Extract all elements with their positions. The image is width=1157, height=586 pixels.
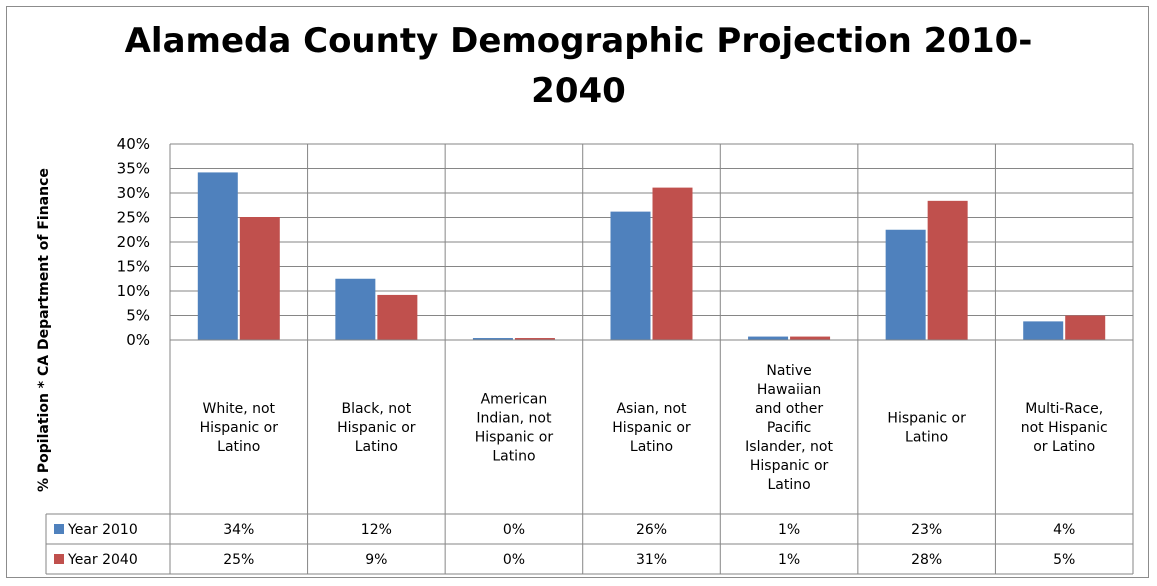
data-table-value: 28% [911,552,942,568]
category-label: Multi-Race, [1025,401,1103,417]
data-table-value: 9% [365,552,387,568]
category-label: Hispanic or [612,420,691,436]
y-tick-label: 40% [117,135,150,153]
y-tick-label: 10% [117,282,150,300]
data-table-value: 23% [911,522,942,538]
legend-series-name: Year 2010 [67,522,138,538]
y-tick-label: 0% [126,331,150,349]
bar [514,338,555,340]
category-label: Native [766,363,811,379]
bar [652,187,693,340]
bar [1065,315,1106,340]
bar [472,338,513,340]
data-table-value: 26% [636,522,667,538]
data-table-value: 5% [1053,552,1075,568]
bar [1023,321,1064,340]
data-table-value: 34% [223,522,254,538]
category-label: Asian, not [616,401,687,417]
category-label: White, not [203,401,276,417]
category-label: or Latino [1033,439,1095,455]
chart-title-line-2: 2040 [531,71,626,111]
bar [239,217,280,340]
data-table-value: 25% [223,552,254,568]
data-table-value: 12% [361,522,392,538]
category-label: Indian, not [476,411,552,427]
category-label: Hispanic or [887,411,966,427]
category-label: American [481,392,548,408]
data-table-value: 1% [778,552,800,568]
category-label: Hawaiian [757,382,821,398]
chart-title: Alameda County Demographic Projection 20… [0,16,1157,116]
y-tick-label: 30% [117,184,150,202]
category-label: not Hispanic [1021,420,1108,436]
data-table-value: 0% [503,552,525,568]
legend-key [54,524,64,534]
category-label: Hispanic or [337,420,416,436]
data-table-value: 4% [1053,522,1075,538]
bar [335,278,376,340]
y-tick-label: 25% [117,209,150,227]
data-table-value: 1% [778,522,800,538]
chart-title-line-1: Alameda County Demographic Projection 20… [124,21,1033,61]
category-label: Latino [355,439,398,455]
data-table-value: 31% [636,552,667,568]
data-table-value: 0% [503,522,525,538]
category-label: Latino [767,477,810,493]
bar [927,200,968,340]
category-label: Hispanic or [750,458,829,474]
category-label: Latino [492,449,535,465]
category-label: and other [755,401,823,417]
category-label: Hispanic or [475,430,554,446]
y-tick-label: 15% [117,258,150,276]
y-tick-label: 35% [117,160,150,178]
y-tick-label: 20% [117,233,150,251]
category-label: Islander, not [745,439,833,455]
category-label: Black, not [341,401,411,417]
legend-key [54,554,64,564]
category-label: Latino [217,439,260,455]
category-label: Latino [630,439,673,455]
category-label: Latino [905,430,948,446]
bar [790,336,831,340]
bar [885,229,926,340]
bar [377,294,418,340]
y-tick-label: 5% [126,307,150,325]
category-label: Pacific [767,420,812,436]
category-label: Hispanic or [200,420,279,436]
bar [197,172,238,340]
legend-series-name: Year 2040 [67,552,138,568]
bar [610,211,651,340]
bar [748,336,789,340]
